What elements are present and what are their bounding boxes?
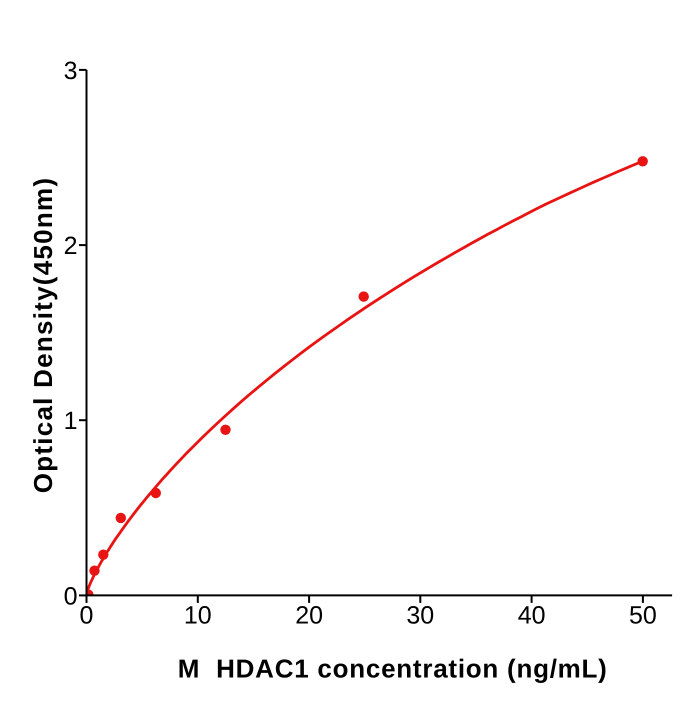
svg-text:3: 3	[64, 57, 78, 85]
svg-text:Optical Density(450nm): Optical Density(450nm)	[28, 177, 58, 493]
svg-text:20: 20	[295, 601, 323, 629]
svg-text:M HDAC1 concentration (ng/mL): M HDAC1 concentration (ng/mL)	[178, 654, 608, 684]
svg-text:30: 30	[406, 601, 434, 629]
svg-text:10: 10	[184, 601, 212, 629]
svg-text:0: 0	[80, 601, 94, 629]
svg-text:1: 1	[64, 407, 78, 435]
svg-text:50: 50	[629, 601, 657, 629]
svg-text:40: 40	[518, 601, 546, 629]
svg-text:2: 2	[64, 232, 78, 260]
svg-text:0: 0	[64, 582, 78, 610]
